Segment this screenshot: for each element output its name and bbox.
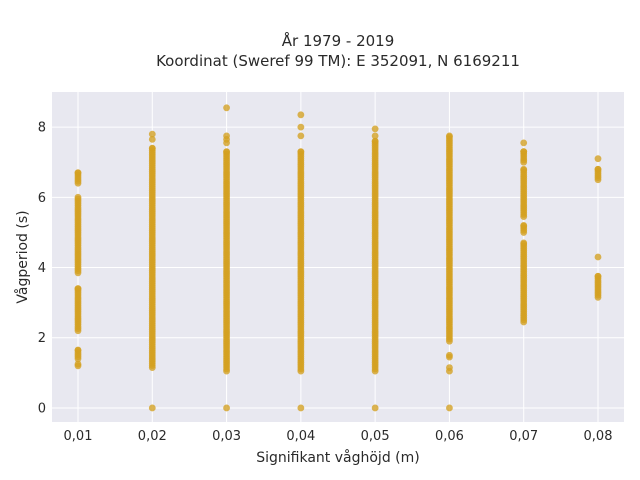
data-point xyxy=(223,148,230,156)
y-axis-label: Vågperiod (s) xyxy=(14,210,31,303)
x-tick-label: 0,08 xyxy=(584,429,613,444)
data-point xyxy=(297,111,305,119)
data-point xyxy=(148,130,156,138)
x-tick-label: 0,07 xyxy=(509,429,538,444)
data-point xyxy=(74,193,82,201)
data-point xyxy=(148,144,156,152)
data-point xyxy=(520,165,528,173)
y-tick-label: 0 xyxy=(38,401,46,416)
data-point xyxy=(297,132,305,140)
x-axis-ticks: 0,01 0,02 0,03 0,04 0,05 0,06 0,07 0,08 xyxy=(64,429,613,444)
data-point xyxy=(446,132,453,140)
data-point xyxy=(594,165,602,173)
chart-title-line-2: Koordinat (Sweref 99 TM): E 352091, N 61… xyxy=(156,52,520,70)
y-tick-label: 4 xyxy=(38,261,46,276)
x-tick-label: 0,06 xyxy=(435,429,464,444)
data-point xyxy=(371,125,379,133)
x-tick-label: 0,01 xyxy=(64,429,93,444)
data-point xyxy=(371,404,379,412)
data-point xyxy=(297,404,305,412)
data-point xyxy=(446,351,453,359)
x-axis-label: Signifikant våghöjd (m) xyxy=(256,449,419,466)
x-tick-label: 0,04 xyxy=(286,429,315,444)
data-point xyxy=(74,169,82,177)
data-point xyxy=(74,360,82,368)
data-point xyxy=(520,222,528,229)
x-tick-label: 0,02 xyxy=(138,429,167,444)
y-axis-ticks: 0 2 4 6 8 xyxy=(38,121,46,417)
y-tick-label: 2 xyxy=(38,331,46,346)
data-point xyxy=(148,404,156,412)
x-tick-label: 0,03 xyxy=(212,429,241,444)
data-point xyxy=(446,404,453,412)
data-point xyxy=(594,253,602,261)
data-points xyxy=(74,104,602,412)
data-point xyxy=(594,272,602,280)
data-point xyxy=(520,239,528,247)
data-point xyxy=(74,285,82,292)
data-point xyxy=(223,132,230,140)
data-point xyxy=(371,137,379,145)
data-point xyxy=(297,123,305,131)
data-point xyxy=(74,346,82,354)
data-point xyxy=(520,139,528,147)
chart-title-line-1: År 1979 - 2019 xyxy=(282,31,395,50)
data-point xyxy=(297,148,305,156)
data-point xyxy=(594,155,602,163)
data-point xyxy=(223,104,230,112)
x-tick-label: 0,05 xyxy=(361,429,390,444)
data-point xyxy=(223,404,230,412)
data-point xyxy=(520,148,528,156)
data-point xyxy=(446,364,453,371)
data-point xyxy=(148,135,156,143)
data-point xyxy=(371,132,379,140)
plot-area xyxy=(52,92,624,422)
y-tick-label: 6 xyxy=(38,191,46,206)
y-tick-label: 8 xyxy=(38,121,46,136)
